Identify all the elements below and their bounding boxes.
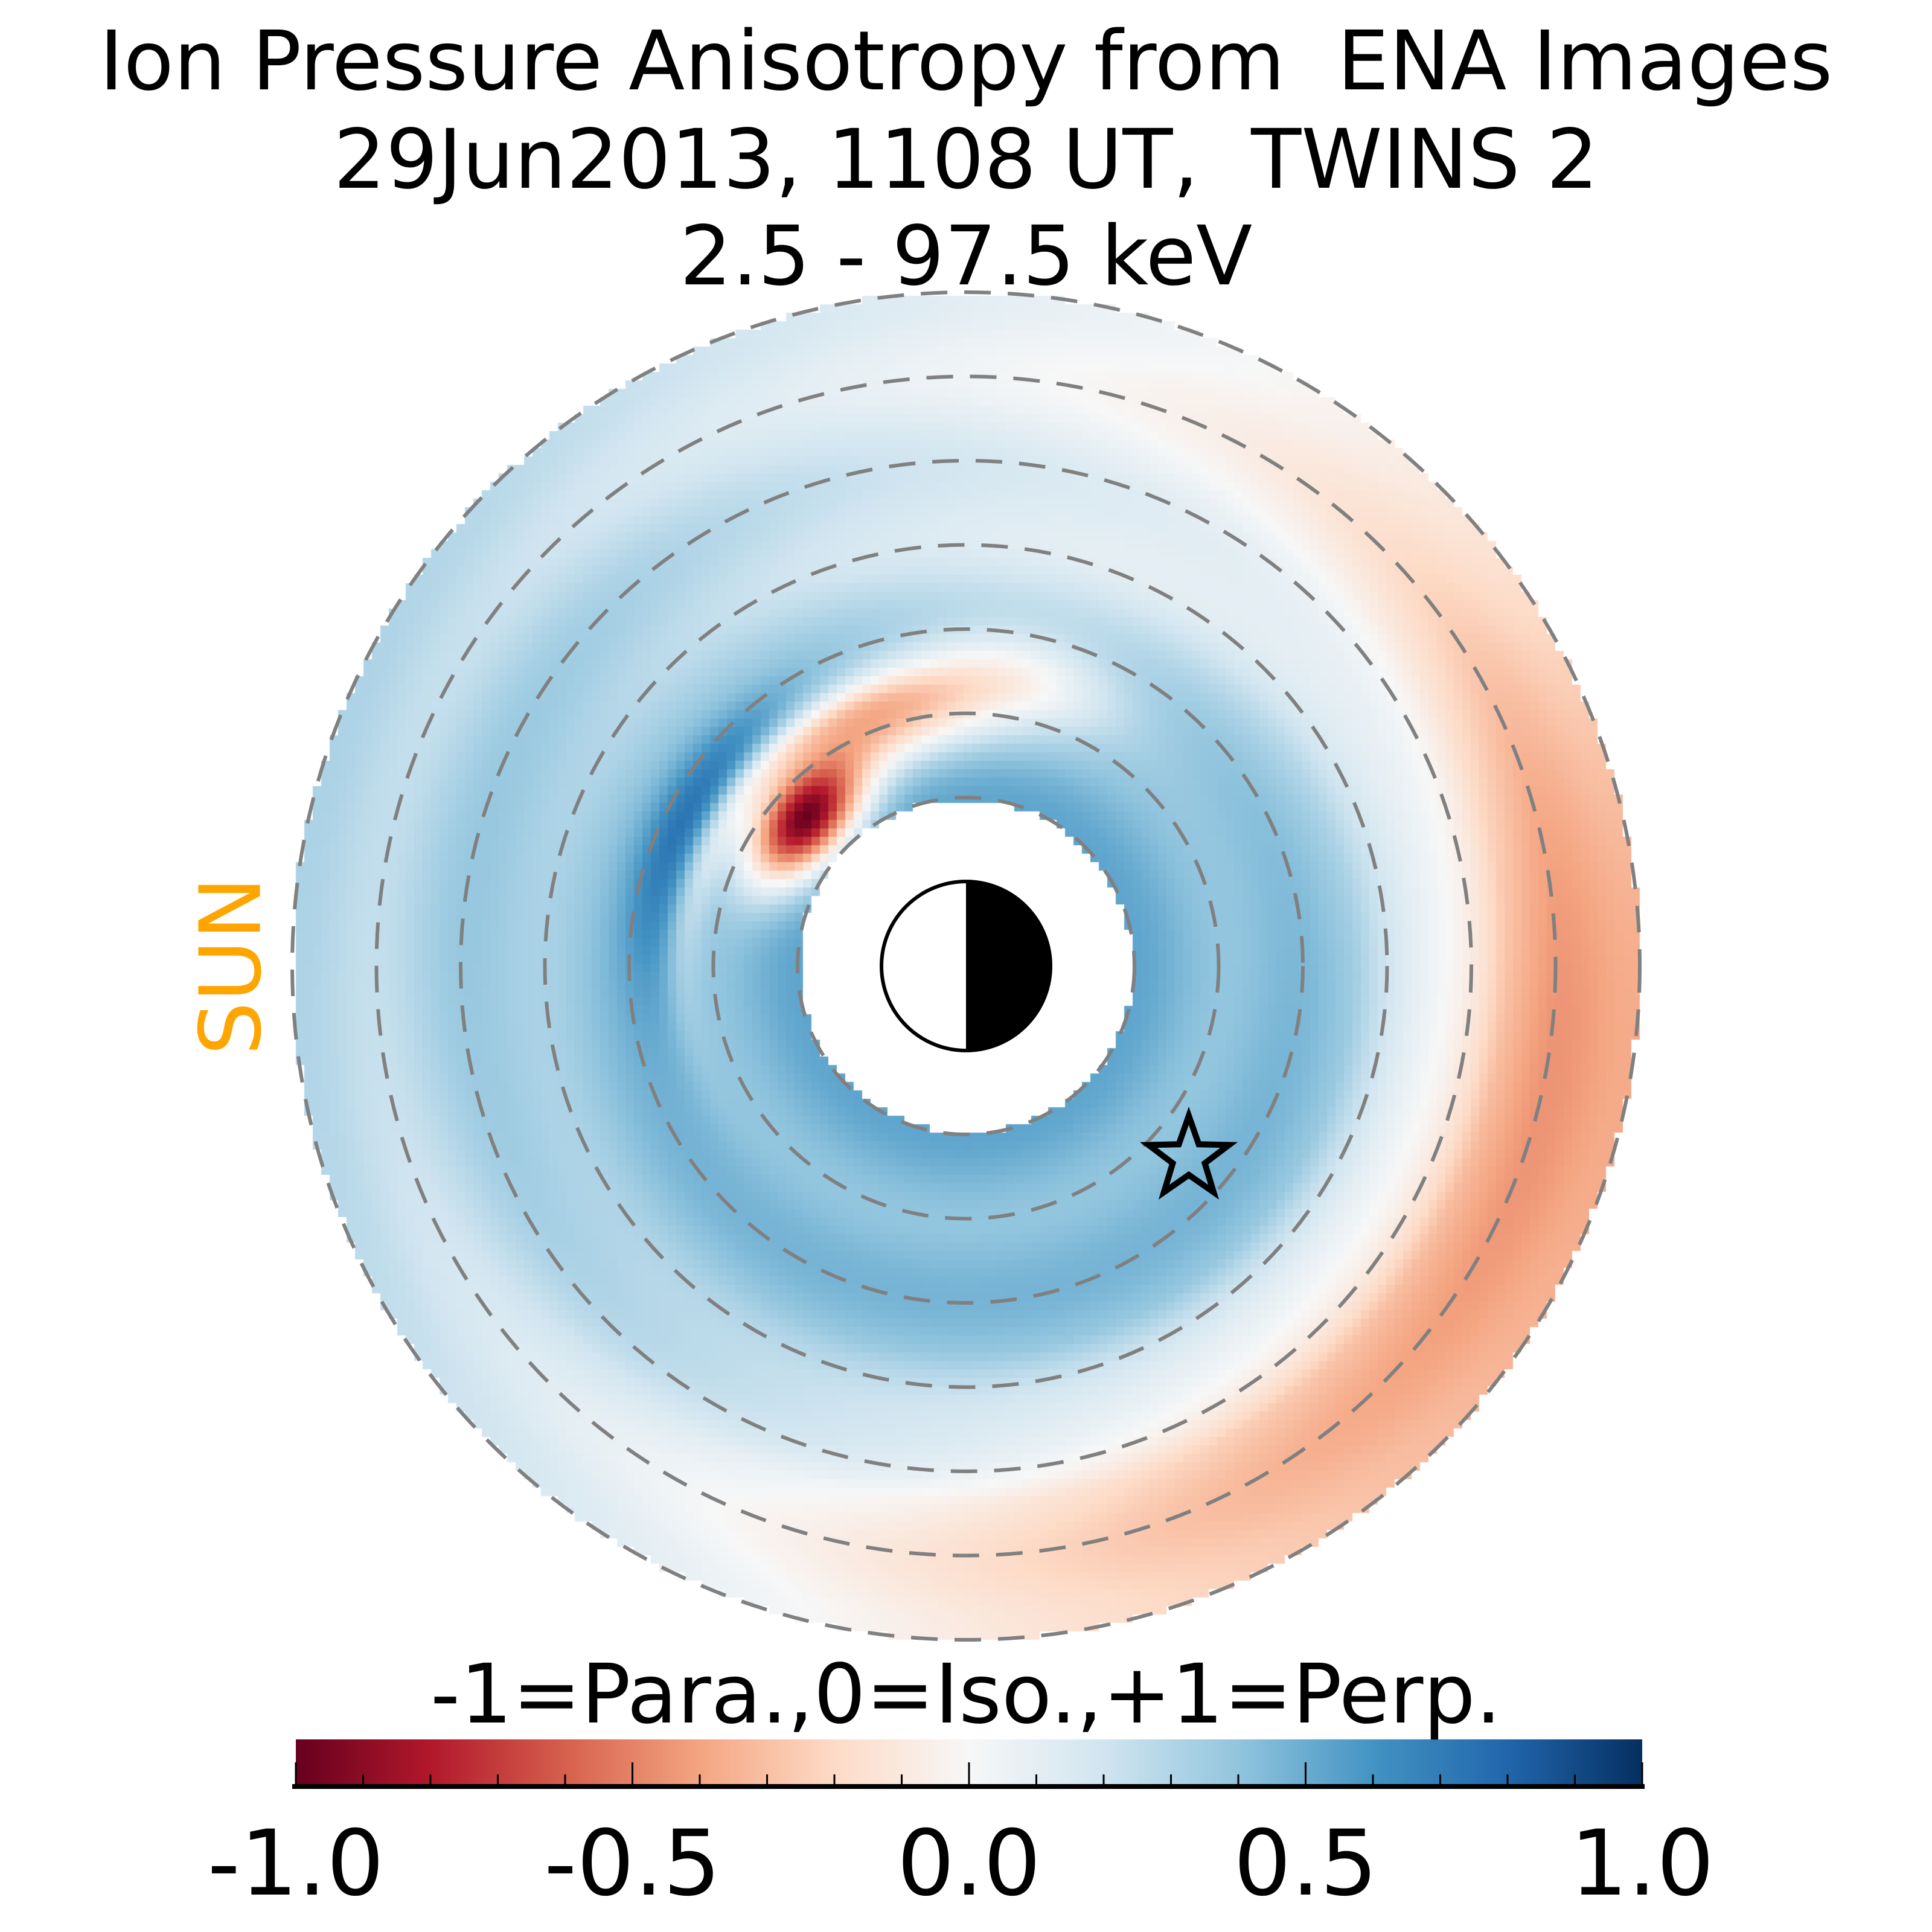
title-line-3: 2.5 - 97.5 keV bbox=[679, 209, 1253, 304]
colorbar-tick-label: 1.0 bbox=[1570, 1811, 1715, 1916]
colorbar bbox=[296, 1739, 1642, 1786]
colorbar-tick-label: 0.5 bbox=[1233, 1811, 1378, 1916]
colorbar-label: -1=Para.,0=Iso.,+1=Perp. bbox=[430, 1647, 1502, 1742]
sun-direction-label: SUN bbox=[182, 876, 281, 1056]
title-line-1: Ion Pressure Anisotropy from ENA Images bbox=[99, 14, 1833, 109]
colorbar-tick-label: 0.0 bbox=[897, 1811, 1041, 1916]
title-line-2: 29Jun2013, 1108 UT, TWINS 2 bbox=[333, 112, 1599, 208]
colorbar-tick-label: -1.0 bbox=[207, 1811, 385, 1916]
colorbar-tick-label: -0.5 bbox=[544, 1811, 721, 1916]
